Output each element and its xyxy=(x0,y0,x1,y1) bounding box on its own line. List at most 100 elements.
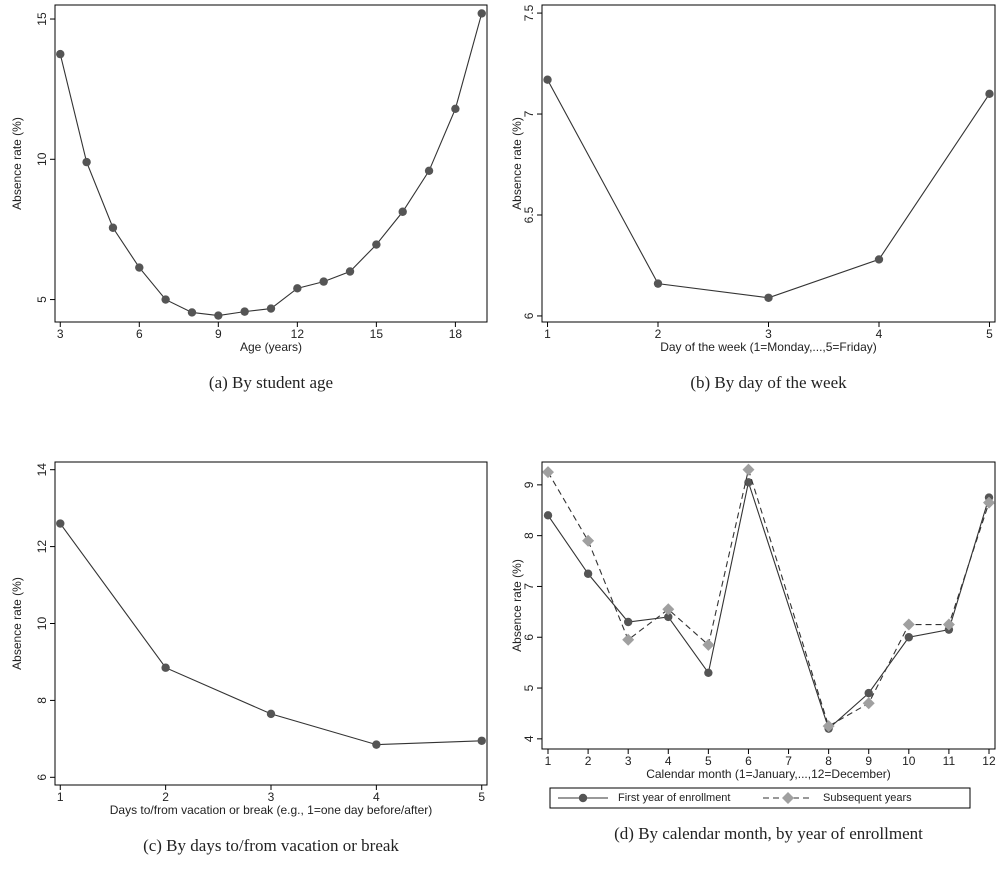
y-tick-label: 8 xyxy=(522,532,536,539)
y-tick-label: 7 xyxy=(522,583,536,590)
x-tick-label: 1 xyxy=(545,754,552,768)
marker xyxy=(293,284,302,293)
x-tick-label: 4 xyxy=(876,327,883,341)
marker xyxy=(662,603,675,616)
marker xyxy=(664,612,673,622)
x-tick-label: 3 xyxy=(625,754,632,768)
marker xyxy=(583,569,593,578)
caption: (a) By student age xyxy=(209,373,333,392)
y-axis-label: Absence rate (%) xyxy=(510,117,524,210)
x-tick-label: 15 xyxy=(370,327,384,341)
x-tick-label: 2 xyxy=(655,327,662,341)
y-tick-label: 9 xyxy=(522,481,536,488)
x-axis-label: Age (years) xyxy=(240,340,302,354)
x-tick-label: 7 xyxy=(785,754,792,768)
y-tick-label: 10 xyxy=(35,617,49,631)
marker xyxy=(82,157,91,167)
legend-marker xyxy=(578,793,588,803)
x-tick-label: 2 xyxy=(162,790,169,804)
x-tick-label: 2 xyxy=(585,754,592,768)
y-tick-label: 6 xyxy=(35,774,49,781)
panel: 6 6.5 7 7.5 1 2 3 4 5 Day of the week (1=Monday,.… xyxy=(510,4,996,392)
marker xyxy=(372,740,381,749)
marker xyxy=(372,240,381,249)
marker xyxy=(345,267,355,276)
marker xyxy=(744,478,753,487)
marker xyxy=(862,697,875,710)
line xyxy=(59,13,483,317)
marker xyxy=(56,519,65,528)
legend-label: Subsequent years xyxy=(823,792,912,804)
marker xyxy=(214,311,223,320)
x-axis-label: Calendar month (1=January,...,12=Decembe… xyxy=(646,767,891,781)
y-tick-label: 5 xyxy=(35,296,49,303)
y-axis-label: Absence rate (%) xyxy=(10,117,24,210)
marker xyxy=(985,89,994,99)
panel: 5 10 15 3 6 9 12 15 18 Age (years) Absence rate (%… xyxy=(10,4,488,392)
marker xyxy=(942,618,955,631)
x-tick-label: 9 xyxy=(865,754,872,768)
x-tick-label: 6 xyxy=(136,327,143,341)
x-tick-label: 12 xyxy=(291,327,305,341)
y-tick-label: 14 xyxy=(35,463,49,477)
y-tick-label: 7.5 xyxy=(522,4,536,21)
x-tick-label: 11 xyxy=(943,754,956,768)
marker xyxy=(477,736,486,745)
x-tick-label: 3 xyxy=(268,790,275,804)
y-tick-label: 15 xyxy=(35,12,49,26)
marker xyxy=(398,207,407,216)
y-tick-label: 6 xyxy=(522,634,536,641)
y-axis-label: Absence rate (%) xyxy=(10,577,24,670)
marker xyxy=(56,49,65,59)
x-tick-label: 5 xyxy=(986,327,993,341)
marker xyxy=(864,688,873,698)
x-tick-label: 18 xyxy=(449,327,463,341)
x-axis-label: Day of the week (1=Monday,...,5=Friday) xyxy=(660,340,877,354)
marker xyxy=(240,307,249,316)
marker xyxy=(161,295,170,304)
marker xyxy=(702,638,715,651)
x-tick-label: 9 xyxy=(215,327,222,341)
marker xyxy=(902,618,915,631)
marker xyxy=(451,104,460,113)
y-tick-label: 5 xyxy=(522,684,536,691)
x-tick-label: 12 xyxy=(982,754,996,768)
marker xyxy=(477,9,486,18)
line xyxy=(547,467,990,727)
marker xyxy=(187,308,197,317)
x-tick-label: 5 xyxy=(478,790,485,804)
line xyxy=(547,79,990,299)
plot-frame xyxy=(54,4,488,323)
x-tick-label: 3 xyxy=(765,327,772,341)
x-axis-label: Days to/from vacation or break (e.g., 1=… xyxy=(110,803,433,817)
y-tick-label: 4 xyxy=(522,735,536,742)
marker xyxy=(543,75,552,84)
marker xyxy=(822,720,835,733)
marker xyxy=(266,709,276,719)
x-tick-label: 8 xyxy=(825,754,832,768)
y-tick-label: 12 xyxy=(35,540,49,554)
plot-frame xyxy=(54,461,488,786)
caption: (b) By day of the week xyxy=(690,373,847,392)
marker xyxy=(161,663,170,672)
marker xyxy=(266,304,276,313)
marker xyxy=(874,255,884,264)
caption: (d) By calendar month, by year of enroll… xyxy=(614,824,923,843)
marker xyxy=(582,534,595,547)
x-tick-label: 4 xyxy=(665,754,672,768)
x-tick-label: 6 xyxy=(745,754,752,768)
y-tick-label: 6.5 xyxy=(522,206,536,223)
legend xyxy=(549,787,971,809)
marker xyxy=(982,496,995,509)
plot-frame xyxy=(541,461,996,750)
plot-frame xyxy=(541,4,996,323)
x-tick-label: 10 xyxy=(902,754,916,768)
y-tick-label: 10 xyxy=(35,152,49,166)
marker xyxy=(623,617,633,627)
x-tick-label: 1 xyxy=(57,790,64,804)
marker xyxy=(704,668,713,678)
marker xyxy=(108,223,118,232)
y-axis-label: Absence rate (%) xyxy=(510,559,524,652)
